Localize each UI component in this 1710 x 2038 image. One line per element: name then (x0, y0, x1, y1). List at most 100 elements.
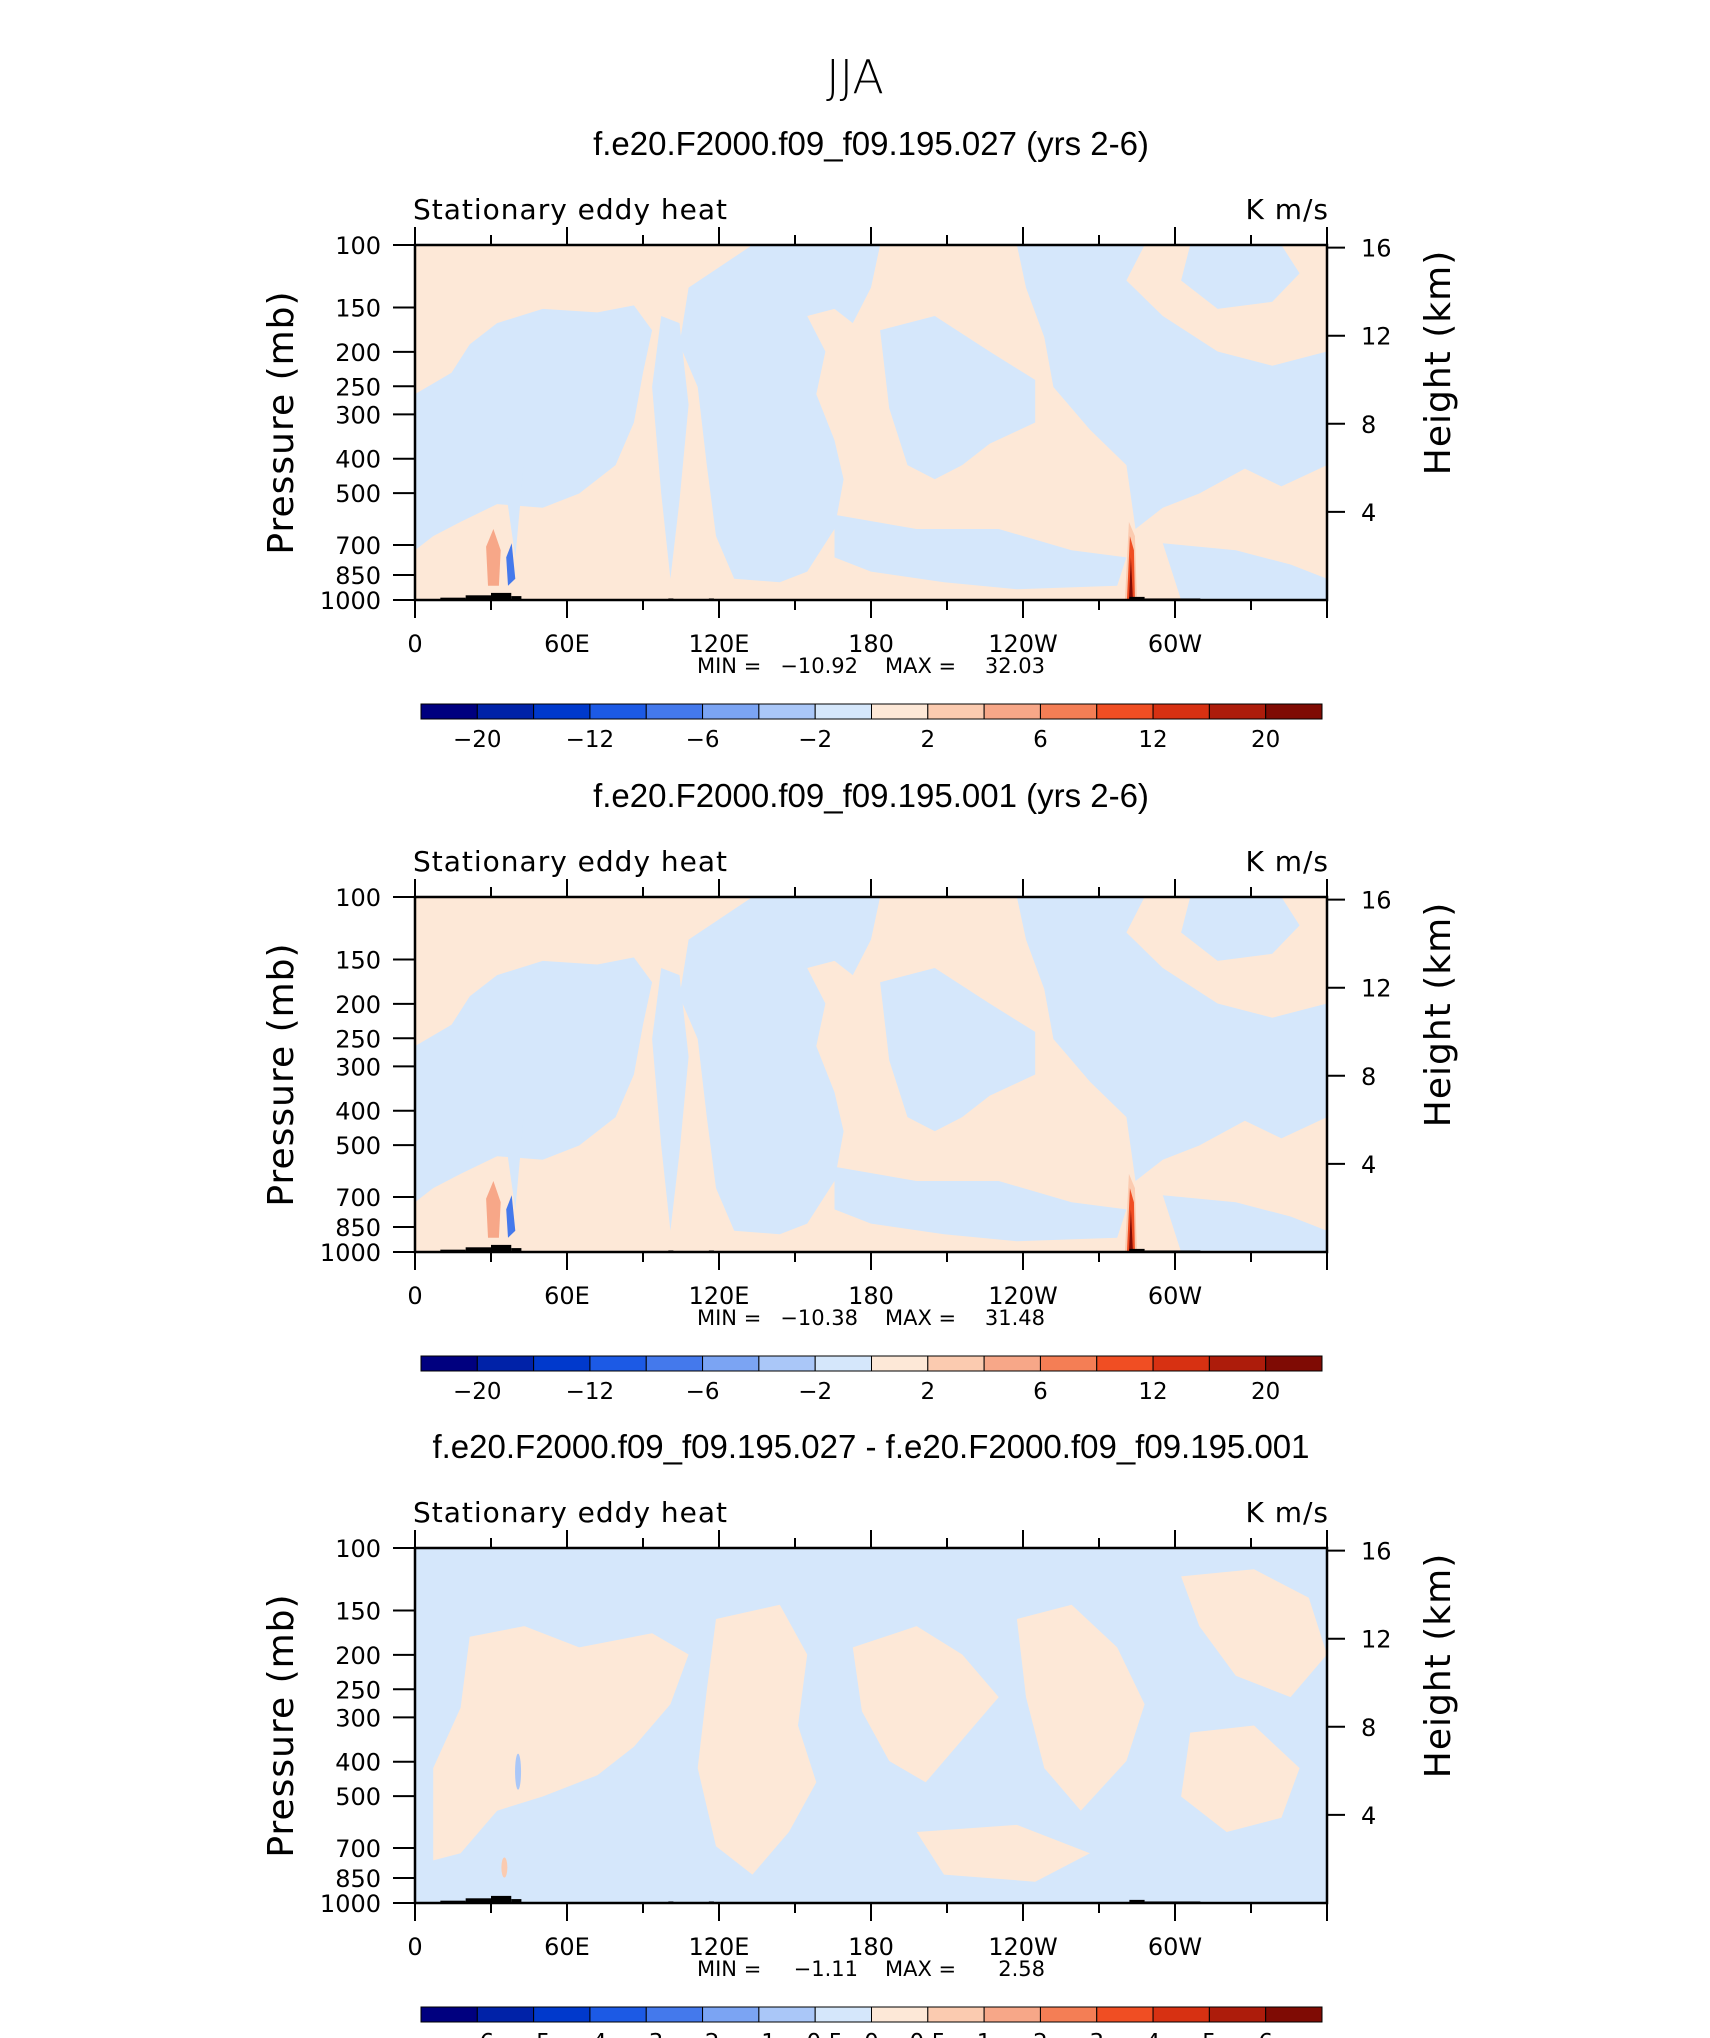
colorbar-swatch (420, 1355, 478, 1372)
colorbar-swatch (871, 2006, 929, 2023)
colorbar-label: −2 (798, 1379, 832, 1405)
y-right-tick-label: 4 (1361, 499, 1376, 527)
x-tick-label: 0 (407, 1282, 422, 1310)
topography-mask (491, 1895, 512, 1903)
y-right-tick-label: 12 (1361, 1626, 1392, 1654)
contour-patch-negative (834, 1166, 1127, 1242)
colorbar-swatch (1152, 703, 1210, 720)
subtitle-left: Stationary eddy heat (413, 193, 728, 226)
colorbar-label: 6 (1033, 1379, 1048, 1405)
panel-title: f.e20.F2000.f09_f09.195.027 (yrs 2-6) (593, 125, 1149, 162)
y-right-tick-label: 16 (1361, 887, 1392, 915)
colorbar-swatch (1265, 1355, 1323, 1372)
panel-3: f.e20.F2000.f09_f09.195.027 - f.e20.F200… (261, 1428, 1459, 2038)
colorbar-swatch (1096, 2006, 1154, 2023)
colorbar-swatch (1096, 1355, 1154, 1372)
y-tick-label: 300 (335, 1053, 381, 1081)
x-tick-label: 60W (1148, 630, 1202, 658)
y-axis-label: Pressure (mb) (261, 1593, 302, 1857)
y-tick-label: 700 (335, 1184, 381, 1212)
contour-patch-positive (1181, 1725, 1300, 1832)
colorbar-swatch (476, 1355, 535, 1372)
contour-patch-negative (679, 245, 881, 583)
contour-patch-negative (1181, 897, 1300, 961)
x-tick-label: 180 (848, 1933, 894, 1961)
y-right-tick-label: 4 (1361, 1802, 1376, 1830)
stat-min-value: −1.11 (794, 1957, 858, 1981)
colorbar-swatch (927, 2006, 985, 2023)
colorbar-swatch (1152, 1355, 1210, 1372)
x-tick-label: 120W (988, 1933, 1058, 1961)
contour-patch-negative (880, 316, 1036, 480)
stat-min-label: MIN = (697, 654, 761, 678)
y-tick-label: 500 (335, 1783, 381, 1811)
colorbar-swatch (589, 703, 647, 720)
subtitle-right: K m/s (1245, 193, 1329, 226)
y-right-axis-label: Height (km) (1418, 1553, 1459, 1778)
contour-patch-positive (1128, 557, 1133, 600)
subtitle-right: K m/s (1245, 845, 1329, 878)
colorbar-swatch (1039, 703, 1098, 720)
y-tick-label: 150 (335, 295, 381, 323)
contour-patch-positive (697, 1604, 817, 1875)
colorbar-label: −0.5 (787, 2030, 843, 2038)
y-tick-label: 400 (335, 446, 381, 474)
colorbar-swatch (871, 703, 929, 720)
y-tick-label: 850 (335, 1865, 381, 1893)
topography-mask (1129, 1899, 1145, 1903)
stat-max-value: 2.58 (998, 1957, 1045, 1981)
y-right-tick-label: 16 (1361, 235, 1392, 263)
subtitle-left: Stationary eddy heat (413, 1496, 728, 1529)
x-tick-label: 120E (689, 1933, 750, 1961)
x-tick-label: 0 (407, 630, 422, 658)
contour-patch-positive (433, 1626, 689, 1861)
stat-max-value: 31.48 (985, 1306, 1045, 1330)
y-tick-label: 100 (335, 884, 381, 912)
y-tick-label: 300 (335, 401, 381, 429)
colorbar-swatch (1265, 703, 1323, 720)
colorbar-swatch (983, 1355, 1041, 1372)
colorbar-swatch (1039, 2006, 1098, 2023)
contour-patch-positive (1128, 1209, 1133, 1252)
colorbar-label: 2 (920, 727, 935, 753)
y-tick-label: 500 (335, 480, 381, 508)
colorbar-swatch (476, 2006, 535, 2023)
colorbar-label: 4 (1146, 2030, 1161, 2038)
colorbar-label: −3 (629, 2030, 663, 2038)
y-tick-label: 700 (335, 1835, 381, 1863)
contour-patch-negative (652, 316, 689, 579)
colorbar-swatch (1096, 703, 1154, 720)
colorbar-swatch (1152, 2006, 1210, 2023)
topography-mask (491, 1244, 512, 1252)
contour-patch-positive (486, 529, 501, 586)
panel-1: f.e20.F2000.f09_f09.195.027 (yrs 2-6) Sta… (261, 125, 1459, 753)
contour-patch-negative (1162, 1195, 1327, 1252)
y-right-tick-label: 8 (1361, 1063, 1376, 1091)
stat-max-label: MAX = (885, 1957, 956, 1981)
contour-patch-positive (501, 1857, 508, 1878)
colorbar-label: −20 (453, 1379, 502, 1405)
colorbar-swatch (1039, 1355, 1098, 1372)
topography-mask (465, 595, 491, 600)
colorbar-swatch (645, 703, 704, 720)
colorbar-swatch (476, 703, 535, 720)
x-tick-label: 60E (544, 630, 590, 658)
y-tick-label: 250 (335, 373, 381, 401)
contour-patch-negative (1016, 897, 1327, 1181)
contour-patch-positive (1181, 1569, 1327, 1698)
stat-min-value: −10.38 (780, 1306, 858, 1330)
contour-patch-negative (652, 968, 689, 1231)
y-axis-label: Pressure (mb) (261, 290, 302, 554)
subtitle-left: Stationary eddy heat (413, 845, 728, 878)
contour-patch-negative (506, 985, 525, 1210)
y-right-axis-label: Height (km) (1418, 902, 1459, 1127)
contour-patch-negative (506, 543, 516, 586)
colorbar-label: −6 (460, 2030, 494, 2038)
colorbar-swatch (871, 1355, 929, 1372)
figure-title: JJA (826, 50, 884, 104)
colorbar-label: 12 (1138, 1379, 1167, 1405)
stat-min-label: MIN = (697, 1957, 761, 1981)
y-tick-label: 500 (335, 1132, 381, 1160)
contour-patch-negative (506, 333, 525, 558)
